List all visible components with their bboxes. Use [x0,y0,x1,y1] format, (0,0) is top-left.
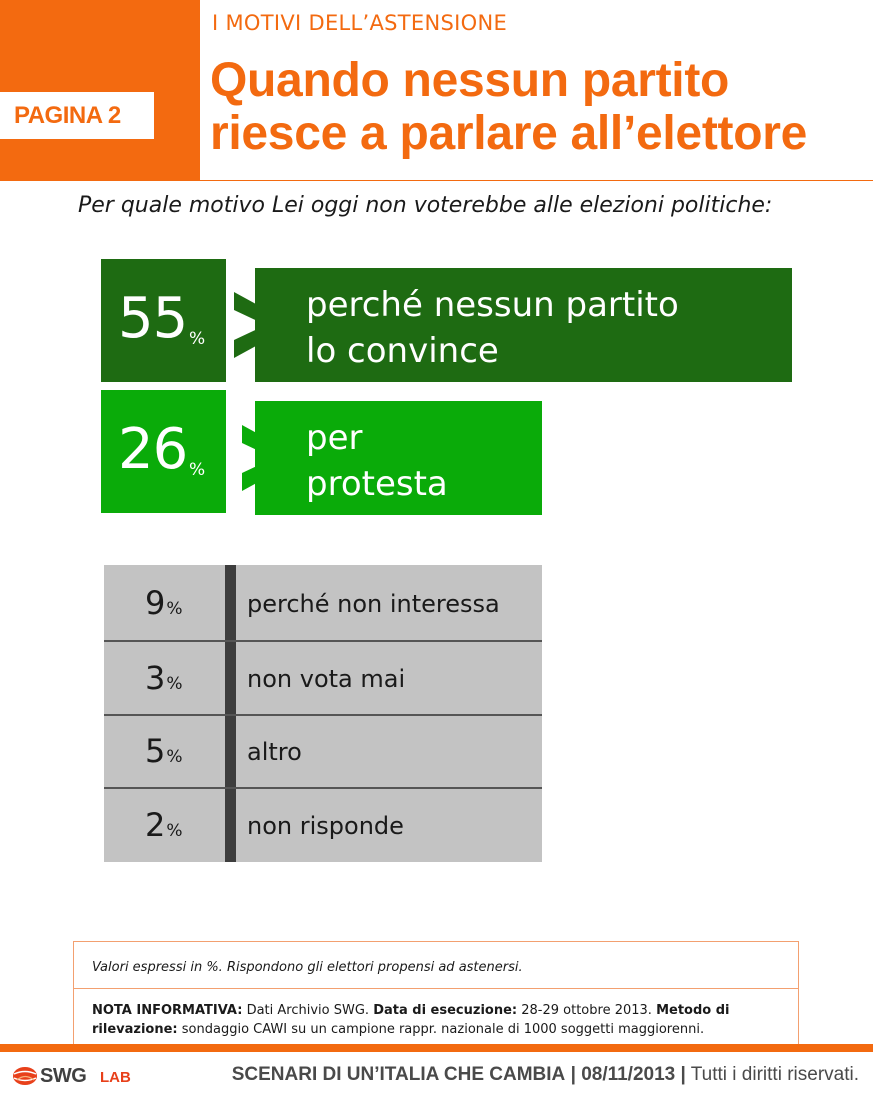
globe-icon [13,1067,37,1085]
table-row-label: perché non interessa [247,590,500,618]
page-label-badge: PAGINA 2 [0,92,154,139]
table-row-value: 5% [145,732,183,770]
note-info: NOTA INFORMATIVA: Dati Archivio SWG. Dat… [92,1001,782,1039]
logo-main: SWG [40,1065,87,1087]
title-line-2: riesce a parlare all’elettore [210,107,807,160]
footer-date: 08/11/2013 [581,1064,676,1085]
note-values: Valori espressi in %. Rispondono gli ele… [92,960,523,975]
page-label: PAGINA 2 [14,102,121,129]
metodo-text: sondaggio CAWI su un campione rappr. naz… [181,1022,705,1037]
footer-separator: | [680,1064,686,1085]
percent-symbol: % [166,747,183,767]
footer-separator: | [570,1064,576,1085]
percent-symbol: % [166,821,183,841]
kicker: I MOTIVI DELL’ASTENSIONE [212,11,508,35]
highlight-label-2: per protesta [306,415,448,507]
row-value-2: 3 [145,659,166,697]
table-row-label: non vota mai [247,665,406,693]
table-row-divider [104,714,542,716]
question: Per quale motivo Lei oggi non voterebbe … [78,193,773,218]
table-row-value: 2% [145,806,183,844]
highlight-label-2-line-1: per [306,418,363,458]
table-separator [225,565,236,862]
row-value-1: 9 [145,584,166,622]
footer-rights: Tutti i diritti riservati. [690,1064,859,1085]
note-box [73,941,799,1044]
table-row-value: 3% [145,659,183,697]
table-row-divider [104,787,542,789]
nota-label: NOTA INFORMATIVA: [92,1003,243,1018]
highlight-label-1: perché nessun partito lo convince [306,282,679,374]
row-value-3: 5 [145,732,166,770]
highlight-label-2-line-2: protesta [306,464,448,504]
highlight-pct-box-2: 26 % [101,390,226,513]
nota-text: Dati Archivio SWG. [246,1003,370,1018]
highlight-value-2: 26 [118,417,188,482]
metodo-label: Metodo di rilevazione: [92,1003,730,1037]
percent-symbol: % [189,329,206,349]
table-row-label: altro [247,738,302,766]
footer-series: SCENARI DI UN’ITALIA CHE CAMBIA [231,1064,566,1085]
arrow-icon [234,292,294,358]
highlight-label-1-line-1: perché nessun partito [306,285,679,325]
footer-bar [0,1044,873,1052]
data-text: 28-29 ottobre 2013. [521,1003,652,1018]
highlight-label-box-2: per protesta [255,401,542,515]
page-title: Quando nessun partito riesce a parlare a… [210,54,807,160]
footer-credits: SCENARI DI UN’ITALIA CHE CAMBIA | 08/11/… [232,1064,859,1086]
table-row-label: non risponde [247,812,404,840]
highlight-label-box-1: perché nessun partito lo convince [255,268,792,382]
header-orange-block [0,0,200,181]
logo-sub: LAB [100,1069,131,1086]
percent-symbol: % [166,599,183,619]
highlight-pct-box-1: 55 % [101,259,226,382]
header-rule [200,180,873,181]
results-table [104,565,542,862]
percent-symbol: % [189,460,206,480]
title-line-1: Quando nessun partito [210,54,730,107]
highlight-value-1: 55 [118,286,188,351]
note-divider [73,988,799,989]
highlight-label-1-line-2: lo convince [306,331,499,371]
row-value-4: 2 [145,806,166,844]
percent-symbol: % [166,674,183,694]
table-row-divider [104,640,542,642]
data-label: Data di esecuzione: [373,1003,518,1018]
table-row-value: 9% [145,584,183,622]
